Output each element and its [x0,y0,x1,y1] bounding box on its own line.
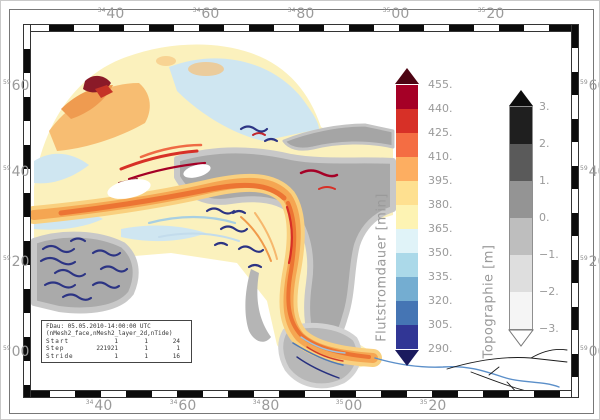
topographie-arrow-up-icon [509,90,533,106]
flutstromdauer-arrow-down-icon [395,350,419,366]
colorbar-tick: 395. [428,174,453,187]
low-value-channels [39,125,279,301]
topographie-colorbar-title: Topographie [m] [481,244,497,359]
flood-channels [31,132,382,367]
colorbar-tick: 2. [539,137,550,150]
axis-tick-left: 5920 [3,254,30,270]
colorbar-segment [396,253,418,277]
land-masses [31,123,396,389]
colorbar-tick: 365. [428,222,453,235]
colorbar-segment [396,205,418,229]
axis-tick-right: 5920 [580,254,599,270]
info-line-datetime: FDau: 05.05.2010-14:00:00 UTC [46,323,151,330]
domain-water [34,44,393,379]
colorbar-tick: 305. [428,318,453,331]
axis-tick-bottom: 3460 [169,398,197,414]
axis-tick-top: 3500 [382,6,410,22]
info-row-step: Step 221921 1 1 [46,345,180,353]
colorbar-segment [510,181,532,218]
flutstromdauer-colorbar-title: Flutstromdauer [min] [374,193,390,342]
colorbar-tick: 1. [539,174,550,187]
colorbar-segment [396,325,418,349]
colorbar-segment [396,181,418,205]
colorbar-tick: 335. [428,270,453,283]
colorbar-tick: 320. [428,294,453,307]
axis-tick-top: 3460 [192,6,220,22]
info-row-stride: Stride 1 1 16 [46,352,180,360]
colorbar-segment [396,157,418,181]
colorbar-segment [396,133,418,157]
neatline-top [23,24,579,32]
axis-tick-left: 5900 [3,344,30,360]
flutstromdauer-colorbar [396,85,418,349]
colorbar-tick: 380. [428,198,453,211]
axis-tick-right: 5960 [580,78,599,94]
neatline-left [23,24,31,398]
axis-tick-right: 5940 [580,164,599,180]
colorbar-segment [396,85,418,109]
colorbar-tick: −1. [539,248,559,261]
colorbar-segment [510,144,532,181]
axis-tick-right: 5900 [580,344,599,360]
axis-tick-left: 5960 [3,78,30,94]
colorbar-tick: 425. [428,126,453,139]
colorbar-segment [510,107,532,144]
colorbar-segment [510,292,532,329]
colorbar-tick: 440. [428,102,453,115]
run-info-box: FDau: 05.05.2010-14:00:00 UTC (nMesh2_fa… [41,320,192,363]
delta-branches [292,336,346,379]
colorbar-tick: 3. [539,100,550,113]
axis-tick-top: 3480 [287,6,315,22]
colorbar-tick: 410. [428,150,453,163]
colorbar-segment [396,109,418,133]
topographie-arrow-down-icon [508,329,534,347]
info-row-start: Start 1 1 24 [46,337,180,345]
colorbar-segment [510,255,532,292]
axis-tick-top: 3520 [477,6,505,22]
colorbar-tick: 455. [428,78,453,91]
colorbar-segment [396,229,418,253]
axis-tick-bottom: 3520 [419,398,447,414]
axis-tick-left: 5940 [3,164,30,180]
axis-tick-bottom: 3480 [252,398,280,414]
colorbar-tick: 290. [428,342,453,355]
colorbar-segment [396,277,418,301]
axis-tick-bottom: 3500 [335,398,363,414]
topographie-colorbar [509,106,533,330]
colorbar-segment [396,301,418,325]
colorbar-tick: −2. [539,285,559,298]
info-line-dimensions: (nMesh2_face,nMesh2_layer_2d,nTide) [46,330,173,338]
axis-tick-bottom: 3440 [85,398,113,414]
flutstromdauer-arrow-up-icon [395,68,419,84]
colorbar-segment [510,218,532,255]
neatline-right [571,24,579,398]
colorbar-tick: 0. [539,211,550,224]
river-lines [374,348,568,390]
outer-border [9,9,594,414]
axis-tick-top: 3440 [97,6,125,22]
dry-islands [107,164,211,199]
colorbar-tick: −3. [539,322,559,335]
colorbar-tick: 350. [428,246,453,259]
